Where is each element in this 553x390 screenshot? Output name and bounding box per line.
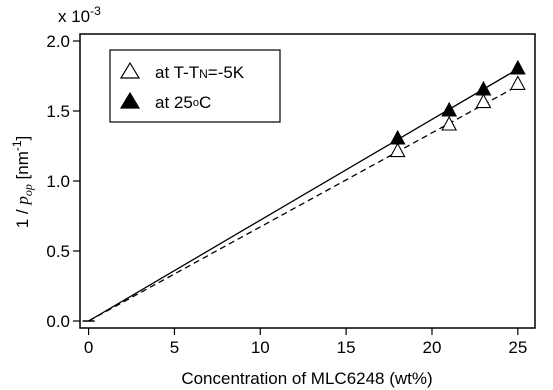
fit-line-dashed (88, 85, 519, 322)
data-point-open-triangle (475, 93, 492, 109)
data-point-open-triangle (389, 142, 406, 158)
data-point-filled-triangle (475, 80, 492, 96)
legend-box (109, 49, 281, 123)
legend: at T-TN=-5K at 25oC (109, 49, 281, 123)
x-tick-label: 25 (508, 338, 527, 357)
legend-marker-open-triangle (119, 61, 141, 79)
data-point-open-triangle (509, 75, 526, 90)
x-axis-label: Concentration of MLC6248 (wt%) (181, 369, 432, 388)
legend-label-series-2: at 25oC (155, 93, 211, 112)
legend-label-series-1: at T-TN=-5K (155, 63, 245, 82)
legend-marker-filled-triangle (119, 91, 141, 109)
y-tick-label: 0.0 (46, 312, 70, 331)
data-point-filled-triangle (441, 101, 458, 117)
y-axis-label: 1 / pop [nm-1] (10, 136, 35, 229)
y-tick-label: 1.5 (46, 102, 70, 121)
y-tick-label: 0.5 (46, 242, 70, 261)
y-tick-label: 2.0 (46, 32, 70, 51)
data-point-filled-triangle (509, 59, 526, 75)
y-tick-label: 1.0 (46, 172, 70, 191)
x-tick-label: 0 (84, 338, 93, 357)
y-multiplier: x 10-3 (58, 4, 101, 26)
x-tick-label: 10 (251, 338, 270, 357)
x-tick-label: 5 (170, 338, 179, 357)
x-tick-label: 20 (423, 338, 442, 357)
data-markers (82, 59, 526, 322)
data-point-filled-triangle (389, 129, 406, 145)
x-axis-ticks: 0 5 10 15 20 25 (84, 328, 527, 357)
data-point-open-triangle (441, 115, 458, 131)
y-axis-ticks: 0.0 0.5 1.0 1.5 2.0 (46, 32, 80, 331)
x-tick-label: 15 (337, 338, 356, 357)
